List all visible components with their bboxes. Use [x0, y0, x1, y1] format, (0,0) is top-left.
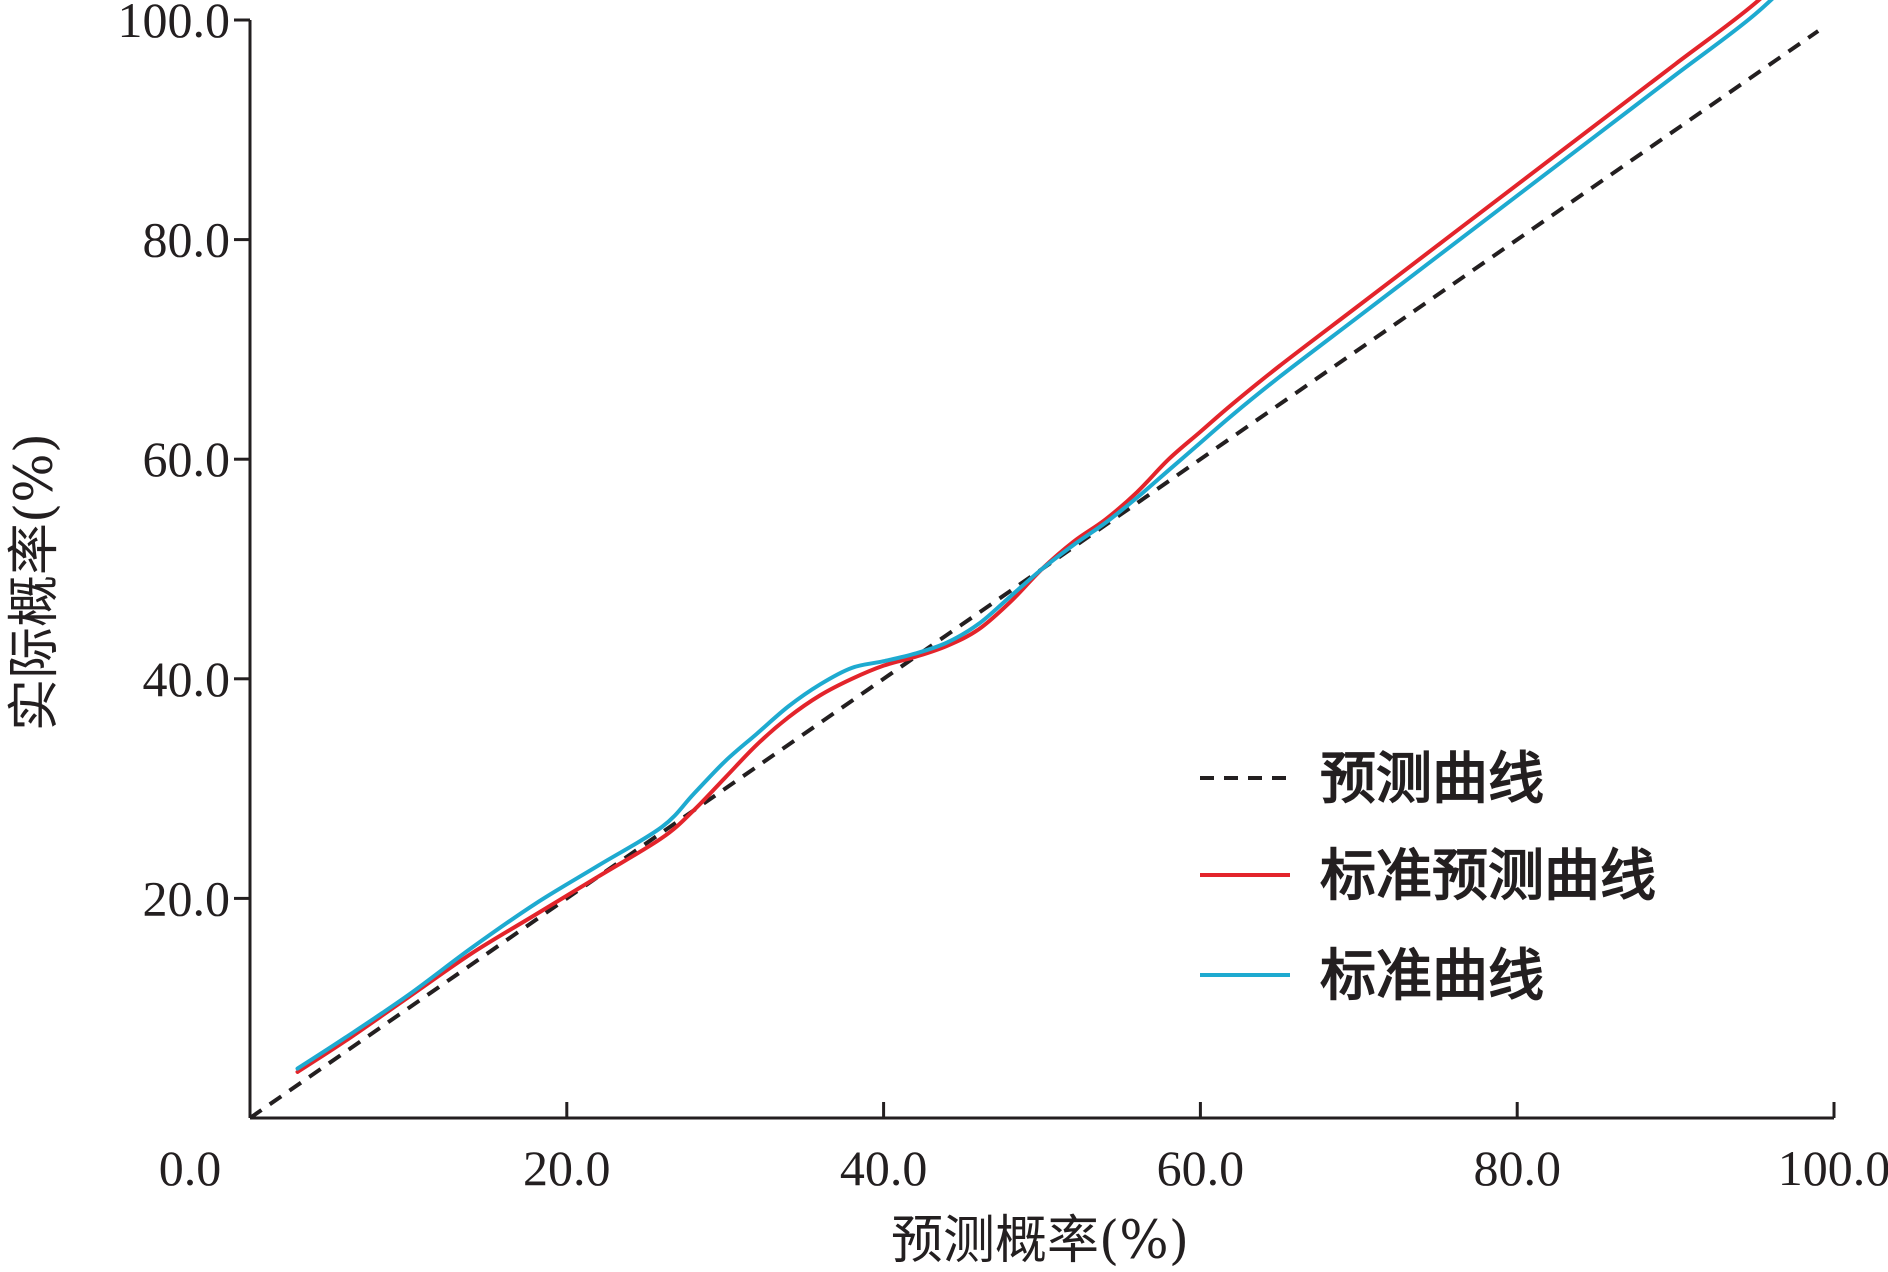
- y-tick-label: 100.0: [118, 0, 231, 48]
- y-tick-label: 60.0: [143, 431, 231, 487]
- cyan-standard-line: [295, 0, 1774, 1071]
- ticks: [234, 18, 1836, 1118]
- x-tick-label: 20.0: [523, 1140, 611, 1196]
- axes: [248, 20, 1834, 1120]
- legend-label: 预测曲线: [1320, 746, 1544, 812]
- x-tick-label: 0.0: [159, 1140, 222, 1196]
- legend-label: 标准预测曲线: [1320, 843, 1656, 909]
- red-standard-prediction-line: [295, 0, 1762, 1074]
- tick-labels: 0.0 20.0 40.0 60.0 80.0 100.0 20.0 40.0 60.0 80.0…: [118, 0, 1888, 1196]
- y-axis-title: 实际概率(%): [5, 433, 65, 731]
- x-tick-label: 80.0: [1473, 1140, 1561, 1196]
- dashed-reference-line: [248, 29, 1820, 1120]
- legend-label: 标准曲线: [1320, 943, 1544, 1009]
- x-tick-label: 40.0: [840, 1140, 928, 1196]
- x-axis-title: 预测概率(%): [891, 1211, 1189, 1271]
- y-tick-label: 40.0: [143, 651, 231, 707]
- y-tick-label: 20.0: [143, 870, 231, 926]
- x-tick-label: 100.0: [1778, 1140, 1888, 1196]
- y-tick-label: 80.0: [143, 212, 231, 268]
- series-layer: [248, 0, 1820, 1120]
- x-tick-label: 60.0: [1157, 1140, 1245, 1196]
